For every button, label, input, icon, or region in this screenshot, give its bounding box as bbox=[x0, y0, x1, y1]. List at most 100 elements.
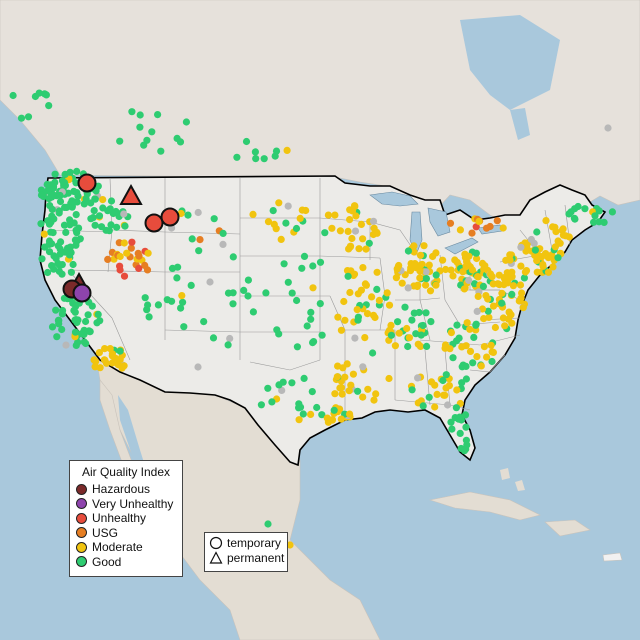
monitor-dot bbox=[472, 223, 480, 231]
james-bay bbox=[510, 108, 530, 140]
monitor-dot bbox=[460, 447, 469, 455]
monitor-dot bbox=[385, 301, 394, 309]
monitor-dot bbox=[412, 330, 420, 338]
monitor-dot bbox=[53, 333, 61, 341]
monitor-dot bbox=[449, 272, 457, 280]
monitor-dot bbox=[200, 318, 208, 326]
monitor-dot bbox=[136, 123, 144, 131]
monitor-dot bbox=[439, 376, 447, 385]
monitor-dot bbox=[372, 390, 380, 398]
legend-row-temporary: temporary bbox=[205, 536, 287, 551]
monitor-dot bbox=[42, 91, 51, 99]
monitor-dot bbox=[352, 212, 360, 220]
monitor-dot bbox=[362, 281, 370, 289]
monitor-dot bbox=[416, 274, 424, 282]
monitor-dot bbox=[340, 297, 348, 306]
monitor-dot bbox=[240, 286, 248, 294]
monitor-dot bbox=[80, 338, 88, 346]
monitor-dot bbox=[62, 341, 70, 349]
monitor-dot bbox=[369, 349, 377, 357]
monitor-dot bbox=[551, 243, 560, 251]
monitor-dot bbox=[363, 310, 372, 318]
monitor-dot bbox=[48, 323, 57, 331]
lake-erie bbox=[444, 237, 479, 255]
monitor-dot bbox=[460, 285, 468, 293]
monitor-dot bbox=[94, 310, 102, 318]
monitor-dot bbox=[394, 262, 402, 270]
monitor-dot bbox=[354, 316, 362, 324]
monitor-dot bbox=[45, 248, 54, 256]
monitor-dot bbox=[346, 288, 354, 297]
monitor-dot bbox=[277, 235, 285, 243]
legend-title: Air Quality Index bbox=[81, 465, 171, 479]
monitor-dot bbox=[416, 251, 425, 259]
monitor-dot bbox=[520, 274, 529, 282]
monitor-dot bbox=[45, 102, 53, 110]
monitor-dot bbox=[177, 304, 185, 312]
monitor-dot bbox=[348, 207, 357, 215]
monitor-dot bbox=[506, 256, 514, 264]
unhealthy-swatch-icon bbox=[76, 512, 87, 524]
monitor-dot bbox=[410, 309, 418, 317]
monitor-dot bbox=[344, 272, 352, 280]
monitor-dot bbox=[284, 278, 292, 286]
monitor-dot bbox=[143, 136, 151, 144]
monitor-dot bbox=[474, 273, 482, 281]
cuba-island bbox=[428, 491, 541, 521]
monitor-dot bbox=[194, 363, 202, 371]
legend-label-unhealthy: Unhealthy bbox=[92, 511, 147, 526]
monitor-dot bbox=[316, 300, 324, 308]
monitor-dot bbox=[47, 228, 55, 236]
monitor-dot bbox=[373, 268, 381, 276]
legend-label-hazardous: Hazardous bbox=[92, 482, 151, 497]
monitor-dot bbox=[66, 243, 74, 251]
monitor-dot bbox=[567, 208, 575, 216]
monitor-dot bbox=[433, 390, 441, 398]
monitor-dot bbox=[195, 247, 203, 255]
monitor-dot bbox=[224, 341, 232, 349]
monitor-dot bbox=[331, 390, 339, 398]
monitor-dot bbox=[404, 342, 412, 351]
monitor-dot bbox=[446, 219, 455, 227]
monitor-dot bbox=[51, 178, 59, 186]
monitor-dot bbox=[452, 404, 460, 412]
monitor-dot bbox=[116, 266, 124, 274]
monitor-dot bbox=[318, 331, 326, 339]
monitor-dot bbox=[410, 248, 418, 256]
monitor-dot bbox=[351, 227, 360, 235]
monitor-dot bbox=[453, 386, 461, 394]
monitor-dot bbox=[453, 321, 461, 329]
monitor-dot bbox=[120, 239, 128, 247]
monitor-dot bbox=[55, 267, 64, 275]
lake-huron bbox=[427, 207, 451, 237]
monitor-dot bbox=[37, 186, 46, 194]
monitor-dot bbox=[348, 234, 356, 243]
monitor-dot bbox=[448, 425, 456, 433]
circle-outline-icon bbox=[209, 537, 223, 550]
monitor-dot bbox=[292, 224, 301, 233]
monitor-dot bbox=[262, 289, 270, 297]
monitor-dot bbox=[347, 381, 355, 389]
monitor-dot bbox=[414, 374, 422, 382]
monitor-dot bbox=[66, 251, 74, 259]
monitor-dot bbox=[148, 128, 156, 136]
monitor-dot bbox=[420, 242, 428, 250]
hudson-bay bbox=[460, 15, 560, 110]
monitor-dot bbox=[518, 289, 526, 297]
monitor-dot bbox=[57, 238, 65, 246]
monitor-dot bbox=[56, 197, 65, 206]
monitor-dot bbox=[465, 276, 473, 284]
monitor-dot bbox=[324, 211, 332, 219]
monitor-dot bbox=[517, 243, 525, 251]
monitor-dot bbox=[336, 227, 344, 235]
monitor-dot bbox=[72, 226, 80, 234]
monitor-dot bbox=[107, 197, 116, 205]
monitor-dot bbox=[422, 309, 430, 317]
monitor-dot bbox=[441, 341, 450, 349]
monitor-dot bbox=[135, 264, 143, 272]
monitor-dot bbox=[95, 349, 103, 357]
monitor-dot bbox=[498, 299, 506, 307]
monitor-dot bbox=[73, 189, 81, 197]
monitor-dot bbox=[473, 307, 481, 315]
monitor-dot bbox=[357, 220, 365, 228]
